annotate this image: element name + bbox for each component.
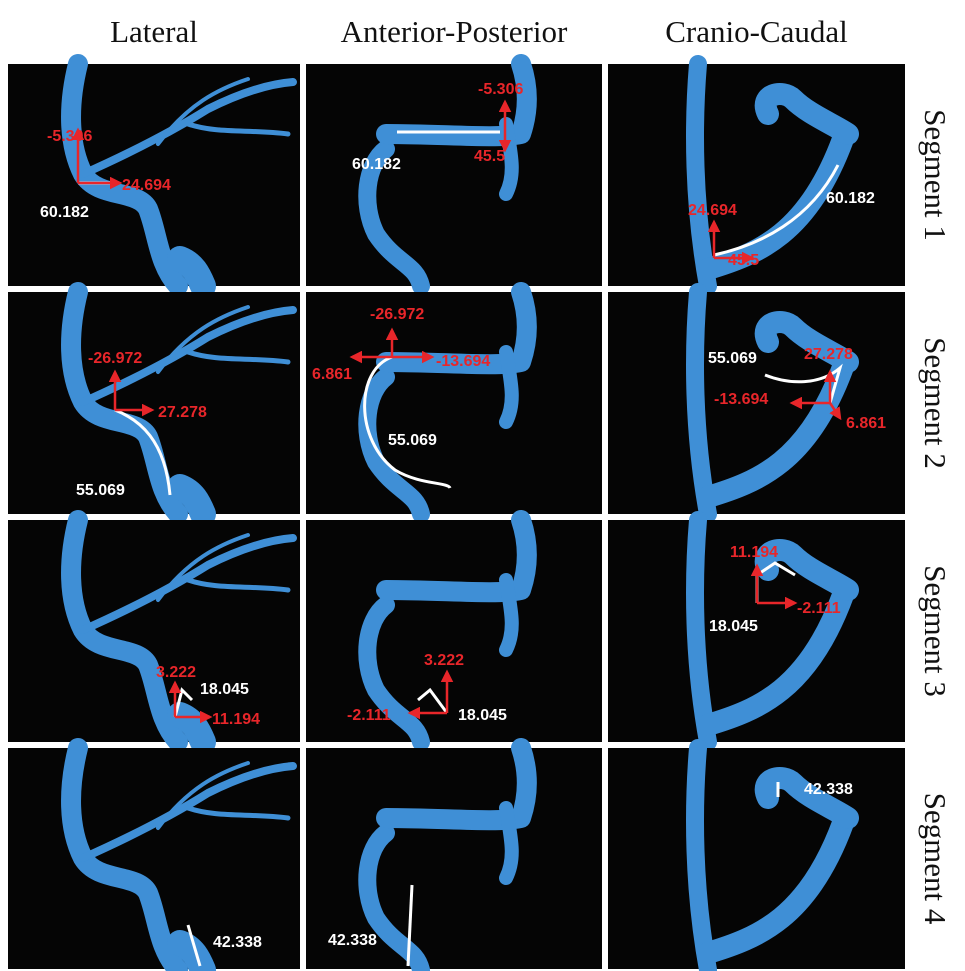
length-label: 60.182 (826, 190, 875, 207)
image-panel: 60.182 -5.306 45.5 (306, 64, 602, 286)
angle-label: 6.861 (846, 415, 886, 432)
angle-label: -5.306 (47, 128, 92, 145)
angle-label: -13.694 (436, 353, 490, 370)
length-label: 18.045 (200, 681, 249, 698)
vessel-segment (506, 124, 512, 194)
row-label: Segment 3 (918, 565, 953, 697)
angle-label: 24.694 (688, 202, 737, 219)
column-header: Anterior-Posterior (341, 14, 568, 49)
image-panel: 60.182 -5.306 24.694 (8, 64, 300, 286)
length-label: 42.338 (328, 932, 377, 949)
column-header: Cranio-Caudal (665, 14, 848, 49)
vessel-segment (506, 352, 512, 422)
length-label: 60.182 (352, 156, 401, 173)
angle-label: 27.278 (804, 346, 853, 363)
row-label: Segment 1 (918, 109, 953, 241)
length-label: 55.069 (76, 482, 125, 499)
angle-label: -2.111 (347, 707, 391, 724)
image-panel: 55.069 -26.972 27.278 (8, 292, 300, 514)
angle-label: 27.278 (158, 404, 207, 421)
row-label: Segment 2 (918, 337, 953, 469)
image-panel: 18.045 3.222 -2.111 (306, 520, 602, 742)
angle-label: 3.222 (424, 652, 464, 669)
panel-bg (306, 64, 602, 286)
angle-label: 3.222 (156, 664, 196, 681)
length-label: 55.069 (388, 432, 437, 449)
angle-label: 11.194 (212, 711, 260, 728)
image-panel: 55.069 -26.972 6.861 -13.694 (306, 292, 602, 514)
angle-label: 45.5 (728, 252, 759, 269)
image-panel: 18.045 11.194 -2.111 (608, 520, 905, 742)
angle-label: -26.972 (88, 350, 142, 367)
angle-label: -26.972 (370, 306, 424, 323)
length-label: 55.069 (708, 350, 757, 367)
angle-label: -13.694 (714, 391, 768, 408)
angle-label: 11.194 (730, 544, 778, 561)
angle-label: -2.111 (797, 600, 841, 617)
image-panel: 60.182 24.694 45.5 (608, 64, 905, 286)
image-panel: 42.338 (8, 748, 300, 970)
length-label: 42.338 (804, 781, 853, 798)
page: Lateral Anterior-Posterior Cranio-Caudal 60… (0, 0, 965, 971)
image-panel: 55.069 27.278 -13.694 6.861 (608, 292, 905, 514)
vessel-segment (506, 808, 512, 878)
vessel-segment (506, 580, 512, 650)
panel-bg (306, 292, 602, 514)
figure: Lateral Anterior-Posterior Cranio-Caudal 60… (0, 0, 965, 971)
column-header: Lateral (110, 14, 198, 49)
angle-label: -5.306 (478, 81, 523, 98)
angle-label: 24.694 (122, 177, 171, 194)
length-label: 18.045 (458, 707, 507, 724)
image-panel: 42.338 (608, 748, 905, 970)
length-label: 18.045 (709, 618, 758, 635)
row-label: Segment 4 (918, 793, 953, 925)
length-label: 60.182 (40, 204, 89, 221)
length-label: 42.338 (213, 934, 262, 951)
angle-label: 6.861 (312, 366, 352, 383)
image-panel: 42.338 (306, 748, 602, 970)
angle-label: 45.5 (474, 148, 505, 165)
